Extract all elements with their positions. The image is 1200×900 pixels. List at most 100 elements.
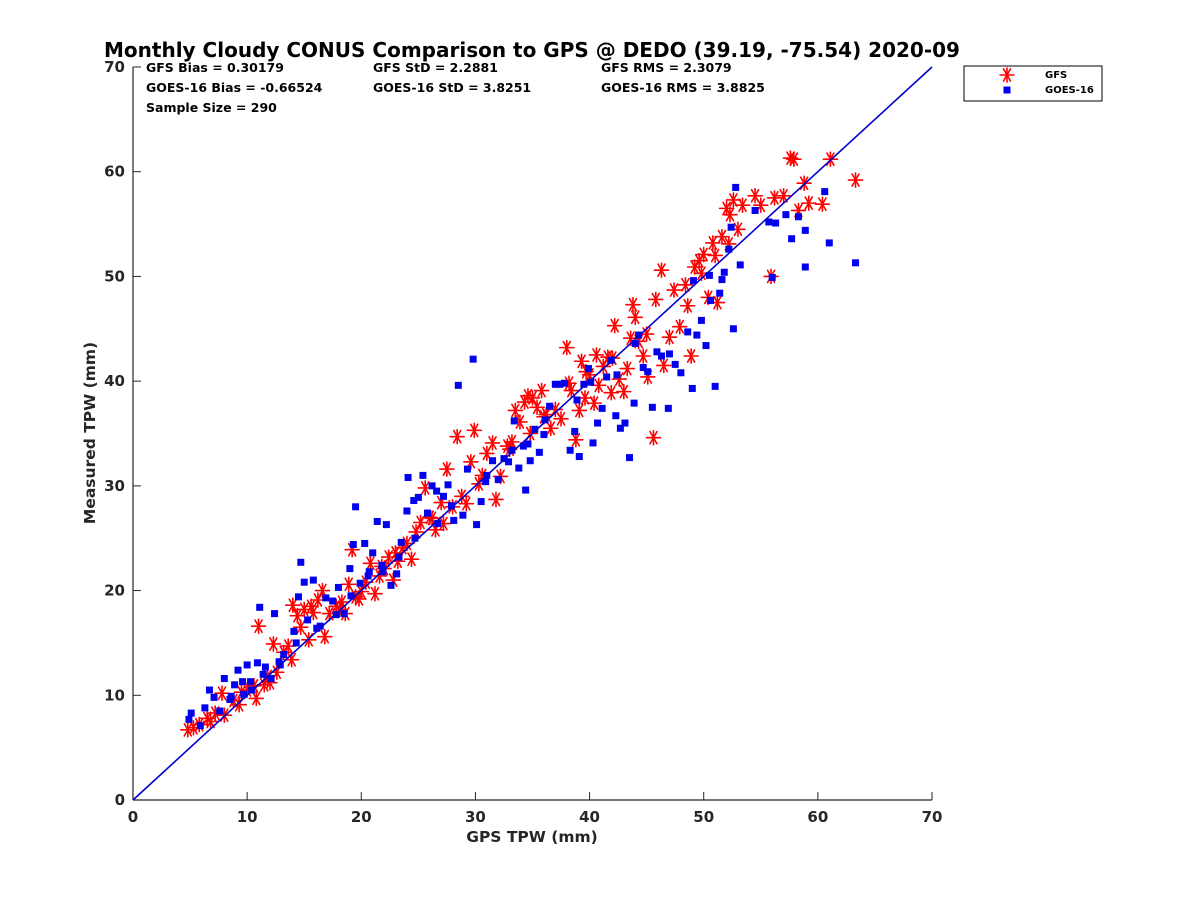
goes-16-point [711,382,719,390]
goes-16-point [205,686,213,694]
y-tick-label: 50 [104,267,125,285]
gfs-point [417,480,434,496]
gfs-point [775,187,792,204]
gfs-point [568,431,584,448]
goes-16-point [439,492,447,500]
gfs-point [289,607,306,624]
stat-gfs-bias: GFS Bias = 0.30179 [146,60,284,75]
legend-label-gfs: GFS [1045,70,1067,81]
gfs-point [214,685,230,701]
legend-goes-square-icon [1003,86,1011,94]
goes-16-point [297,558,305,566]
gfs-point [653,262,670,278]
gfs-point [202,713,219,730]
goes-16-point [414,493,422,501]
goes-16-point [727,223,735,231]
legend: GFS GOES-16 [963,65,1103,102]
goes-16-point [271,610,279,618]
goes-16-point [821,188,829,196]
goes-16-point [304,616,312,624]
gfs-point [616,383,632,400]
goes-16-point [616,424,624,432]
goes-16-point [454,381,462,389]
gfs-point [734,197,751,214]
x-tick-label: 0 [128,808,138,826]
goes-16-point [411,534,419,542]
goes-16-point [280,650,288,658]
goes-16-point [450,516,458,524]
gfs-point [573,353,590,370]
x-axis-label: GPS TPW (mm) [466,828,598,846]
goes-16-point [196,722,204,730]
plot-area: 0 10 20 30 40 50 60 70 0 10 20 30 40 50 60 70 [104,58,942,826]
gfs-point [558,339,575,356]
goes-16-point [794,213,802,221]
goes-16-point [598,404,606,412]
goes-16-point [227,692,235,700]
goes-16-point [243,661,251,669]
gfs-point [603,384,620,401]
goes-16-point [423,509,431,517]
goes-16-point [535,448,543,456]
goes-16-point [290,627,298,635]
series-gfs [179,150,864,738]
x-tick-label: 20 [351,808,372,826]
goes-16-point [531,425,539,433]
goes-16-point [524,440,532,448]
gfs-point [847,172,864,188]
goes-16-point [210,693,218,701]
goes-16-point [373,517,381,525]
goes-16-point [725,245,733,253]
gfs-point [800,195,817,211]
goes-16-point [705,271,713,279]
gfs-point [683,348,699,364]
goes-16-point [295,593,303,601]
goes-16-point [782,211,790,219]
gfs-point [316,628,333,645]
goes-16-point [494,476,502,484]
y-tick-label: 40 [104,372,125,390]
goes-16-point [707,297,715,305]
goes-16-point [352,503,360,511]
goes-16-point [364,572,372,580]
goes-16-point [718,276,726,284]
gfs-point [507,402,524,419]
goes-16-point [463,465,471,473]
goes-16-point [612,412,620,420]
goes-16-point [247,678,255,686]
gfs-point [412,514,429,531]
goes-16-point [560,379,568,387]
goes-16-point [526,457,534,465]
goes-16-point [541,416,549,424]
goes-16-point [621,419,629,427]
goes-16-point [410,497,418,505]
goes-16-point [256,603,264,611]
goes-16-point [240,690,248,698]
stat-gfs-rms: GFS RMS = 2.3079 [601,60,732,75]
goes-16-point [589,439,597,447]
goes-16-point [522,486,530,494]
goes-16-point [459,511,467,519]
stat-goes-std: GOES-16 StD = 3.8251 [373,80,531,95]
goes-16-point [404,473,412,481]
goes-16-point [788,235,796,243]
goes-16-point [356,579,364,587]
goes-16-point [187,709,195,717]
gfs-point [488,491,504,508]
goes-16-point [334,583,342,591]
y-tick-label: 20 [104,582,125,600]
gfs-point [619,360,636,377]
goes-16-point [234,666,242,674]
y-tick-label: 70 [104,58,125,76]
goes-16-point [340,610,348,618]
goes-16-point [403,507,411,515]
goes-16-point [665,350,673,358]
gfs-point [725,192,742,208]
goes-16-point [702,342,710,350]
goes-16-point [239,678,247,686]
gfs-point [435,515,452,532]
goes-16-point [322,594,330,602]
goes-16-point [720,268,728,276]
legend-goes-marker [1003,86,1011,94]
